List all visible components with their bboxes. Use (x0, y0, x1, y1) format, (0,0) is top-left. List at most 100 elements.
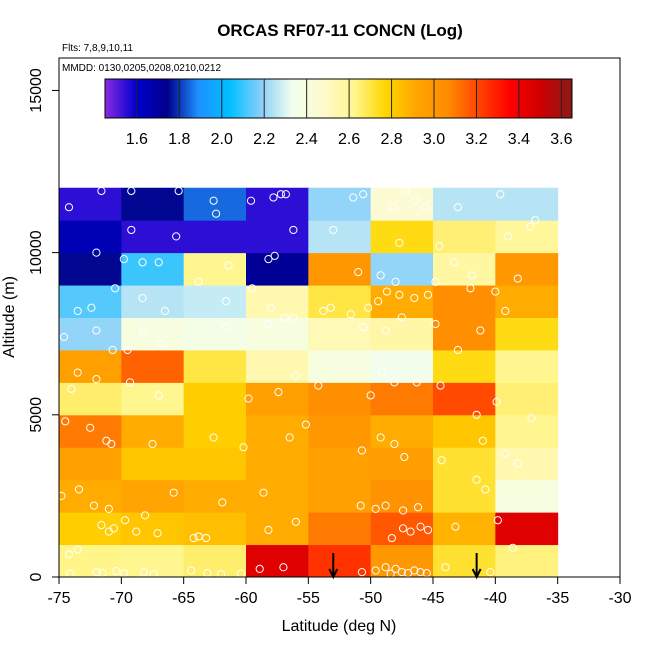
observation-point (64, 203, 74, 212)
heatmap-cell (433, 544, 496, 578)
heatmap-cell (433, 252, 496, 286)
observation-point (493, 516, 502, 525)
observation-point (276, 190, 286, 199)
observation-point (395, 290, 404, 299)
observation-point (111, 284, 120, 293)
y-tick-label: 15000 (28, 68, 45, 113)
heatmap-cell (121, 512, 185, 546)
heatmap-cell (370, 414, 434, 448)
heatmap-cell (308, 382, 372, 416)
colorbar-tick-label: 2.6 (338, 131, 360, 148)
observation-point (354, 267, 363, 277)
colorbar-tick-label: 3.4 (508, 131, 530, 148)
observation-point (472, 475, 481, 484)
observation-point (67, 384, 76, 393)
observation-point (160, 306, 170, 316)
observation-point (140, 511, 150, 520)
heatmap-cell (495, 285, 559, 318)
observation-point (174, 186, 183, 196)
observation-point (374, 297, 383, 306)
heatmap-cell (183, 220, 247, 254)
observation-point (281, 190, 290, 199)
observation-point (377, 368, 386, 377)
x-axis-label: Latitude (deg N) (282, 618, 397, 635)
heatmap-cell (370, 512, 434, 546)
observation-point (451, 522, 460, 531)
observation-point (496, 190, 505, 199)
observation-point (508, 543, 517, 552)
observation-point (395, 238, 404, 247)
observation-point (291, 517, 300, 526)
heatmap-cell (495, 349, 559, 383)
y-tick-label: 0 (28, 572, 45, 581)
heatmap-cell (121, 382, 185, 416)
x-tick-label: -55 (297, 590, 320, 607)
observation-point (73, 306, 82, 316)
observation-point (224, 261, 233, 270)
heatmap-cell (59, 382, 122, 416)
observation-point (189, 533, 198, 543)
observation-point (472, 410, 481, 419)
heatmap-cell (121, 447, 185, 481)
observation-point (453, 203, 463, 212)
observation-point (73, 368, 82, 377)
observation-point (531, 216, 540, 225)
colorbar-tick-label: 2.0 (211, 131, 233, 148)
heatmap-cell (59, 187, 122, 221)
observation-point (390, 439, 399, 449)
observation-point (132, 527, 141, 536)
colorbar-tick-label: 1.8 (168, 131, 190, 148)
heatmap-cell (308, 479, 372, 513)
heatmap-cell (246, 447, 309, 481)
observation-point (246, 196, 256, 205)
observation-point (503, 232, 512, 241)
heatmap-cell (246, 414, 309, 448)
observation-point (259, 488, 268, 497)
heatmap-cell (59, 285, 122, 318)
heatmap-cell (370, 479, 434, 513)
observation-point (127, 225, 136, 235)
x-axis: -75 -70 -65 -60 -55 -50 -45 -40 -35 -30 (47, 577, 632, 607)
observation-point (359, 190, 368, 199)
observation-point (139, 326, 148, 335)
observation-point (239, 443, 248, 452)
observation-point (314, 381, 323, 390)
heatmap-cell (433, 317, 496, 351)
observation-point (64, 550, 74, 559)
observation-point (423, 525, 433, 535)
observation-point (357, 446, 367, 455)
observation-point (119, 255, 128, 264)
observation-point (391, 564, 400, 573)
heatmap-cell (121, 285, 185, 318)
heatmap-cell (59, 220, 122, 254)
observation-point (526, 222, 535, 231)
heatmap-cell (246, 285, 309, 318)
observation-point (59, 332, 69, 342)
heatmap-cell (433, 414, 496, 448)
heatmap-cell (495, 512, 559, 546)
observation-point (410, 293, 419, 303)
heatmap-cell (370, 285, 434, 318)
heatmap-cell (183, 512, 247, 546)
observation-point (389, 203, 398, 212)
observation-point (139, 568, 148, 577)
observation-point (476, 326, 485, 335)
heatmap-cell (433, 220, 496, 254)
observation-point (366, 391, 375, 400)
observation-point (209, 196, 218, 205)
heatmap-cell (495, 447, 559, 481)
observation-point (423, 290, 433, 299)
y-tick-label: 10000 (28, 230, 45, 275)
observation-point (92, 568, 101, 577)
observation-point (97, 521, 106, 530)
observation-point (209, 433, 218, 442)
observation-point (513, 274, 522, 283)
heatmap-cell (183, 252, 247, 286)
heatmap-cell (121, 544, 185, 578)
observation-point (289, 225, 298, 235)
colorbar-tick-label: 3.2 (465, 131, 487, 148)
observation-point (527, 413, 536, 423)
observation-point (301, 420, 310, 429)
heatmap-cell (433, 349, 496, 383)
observation-point (291, 371, 300, 380)
